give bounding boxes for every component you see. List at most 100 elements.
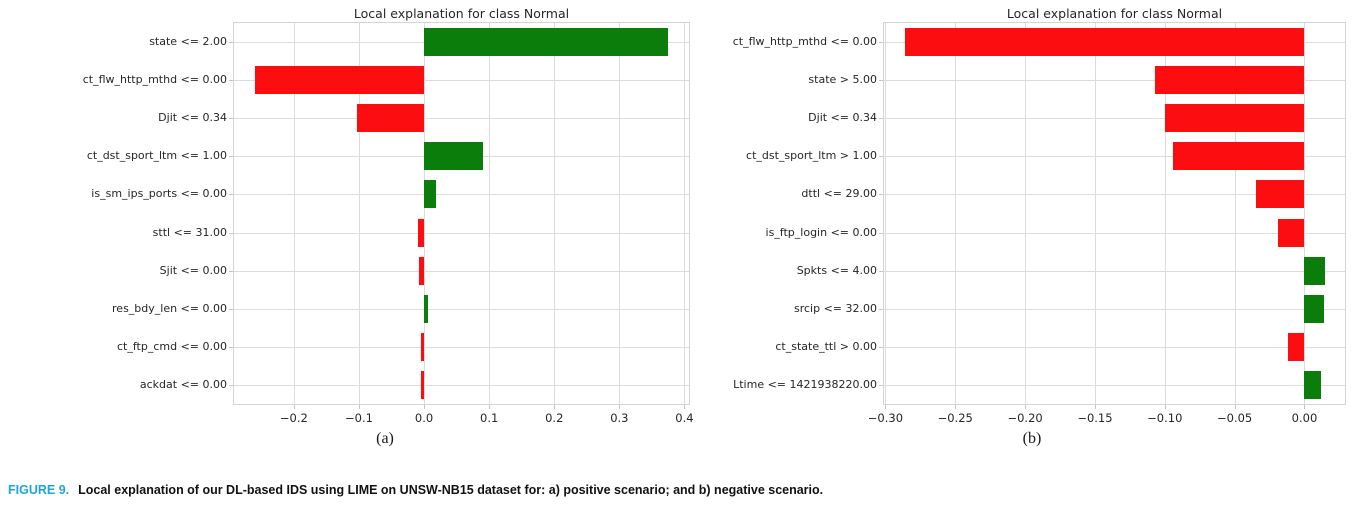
y-gridline [234,232,689,234]
chart-b-plot-area: −0.30 −0.25 −0.20 −0.15 −0.10 −0.05 0.00 ct_flw… [733,22,1346,425]
x-tick-mark [358,405,360,409]
x-gridline [1164,23,1166,404]
y-tick-mark [879,384,883,386]
y-axis-label: is_sm_ips_ports <= 0.00 [91,187,227,201]
y-axis-label: state > 5.00 [808,73,877,87]
x-tick-label: 0.0 [414,411,434,425]
y-tick-mark [229,42,233,44]
negative-bar [1164,104,1305,133]
negative-bar [1255,180,1305,209]
positive-bar [424,142,483,171]
y-axis-label: res_bdy_len <= 0.00 [112,301,227,315]
y-tick-mark [879,80,883,82]
x-tick-mark [684,405,686,409]
y-axis-label: Ltime <= 1421938220.00 [733,377,877,391]
y-tick-mark [229,118,233,120]
x-tick-mark [554,405,556,409]
y-tick-mark [229,384,233,386]
y-tick-mark [879,156,883,158]
x-tick-label: 0.3 [610,411,629,425]
y-tick-mark [879,270,883,272]
x-tick-label: 0.1 [480,411,499,425]
x-tick-mark [885,405,887,409]
negative-bar [1287,332,1305,361]
x-gridline [1025,23,1027,404]
y-gridline [884,156,1345,158]
negative-bar [1173,142,1305,171]
x-tick-mark [424,405,426,409]
x-tick-label: 0.00 [1291,411,1318,425]
positive-bar [1304,294,1325,323]
y-axis-label: ct_state_ttl > 0.00 [775,339,877,353]
y-tick-mark [229,232,233,234]
x-gridline [489,23,491,404]
x-tick-mark [489,405,491,409]
x-gridline [619,23,621,404]
x-gridline [293,23,295,404]
subfigure-label-b: (b) [1022,430,1042,447]
y-axis-label: dttl <= 29.00 [801,187,877,201]
y-tick-mark [229,308,233,310]
y-tick-mark [879,194,883,196]
figure-number: FIGURE 9. [8,483,70,497]
y-gridline [884,270,1345,272]
x-tick-label: −0.20 [1007,411,1043,425]
negative-bar [1155,66,1305,95]
y-tick-mark [879,308,883,310]
x-tick-mark [1094,405,1096,409]
x-tick-mark [1164,405,1166,409]
x-tick-mark [293,405,295,409]
x-gridline [684,23,686,404]
negative-bar [421,370,425,399]
negative-bar [254,66,425,95]
positive-bar [424,28,669,57]
chart-a-plot-area: −0.2 −0.1 0.0 0.1 0.2 0.3 0.4 state <= 2.00 ct_f… [83,22,694,425]
y-tick-mark [879,118,883,120]
y-axis-label: Djit <= 0.34 [158,111,227,125]
y-tick-mark [229,156,233,158]
y-axis-label: Spkts <= 4.00 [796,263,877,277]
x-tick-label: −0.30 [867,411,904,425]
negative-bar [418,256,425,285]
chart-b-title: Local explanation for class Normal [1006,6,1223,21]
x-tick-label: −0.2 [279,411,308,425]
y-axis-label: ct_flw_http_mthd <= 0.00 [82,73,227,87]
x-tick-mark [619,405,621,409]
y-gridline [884,232,1345,234]
x-tick-label: −0.25 [937,411,973,425]
y-gridline [884,308,1345,310]
y-tick-mark [229,80,233,82]
y-tick-mark [229,346,233,348]
x-gridline [1304,23,1306,404]
y-axis-label: ct_flw_http_mthd <= 0.00 [732,35,877,49]
x-gridline [885,23,887,404]
x-tick-label: −0.05 [1217,411,1253,425]
y-axis-label: ct_dst_sport_ltm <= 1.00 [86,149,227,163]
y-gridline [234,384,689,386]
x-gridline [358,23,360,404]
figure-caption-text: Local explanation of our DL-based IDS us… [78,483,824,497]
x-tick-mark [1304,405,1306,409]
x-tick-mark [955,405,957,409]
negative-bar [417,218,425,247]
x-gridline [554,23,556,404]
positive-bar [1304,256,1326,285]
y-tick-mark [229,270,233,272]
x-tick-mark [1025,405,1027,409]
y-gridline [884,118,1345,120]
x-tick-label: 0.4 [675,411,694,425]
y-gridline [884,346,1345,348]
figure-caption: FIGURE 9. Local explanation of our DL-bas… [8,483,823,497]
y-gridline [234,270,689,272]
y-axis-label: srcip <= 32.00 [793,301,877,315]
y-axis-label: ct_dst_sport_ltm > 1.00 [746,149,877,163]
y-tick-mark [879,346,883,348]
y-axis-label: sttl <= 31.00 [152,225,227,239]
y-axis-label: state <= 2.00 [149,35,227,49]
chart-a-title: Local explanation for class Normal [353,6,570,21]
positive-bar [424,180,437,209]
negative-bar [904,28,1305,57]
y-gridline [234,346,689,348]
negative-bar [357,104,425,133]
